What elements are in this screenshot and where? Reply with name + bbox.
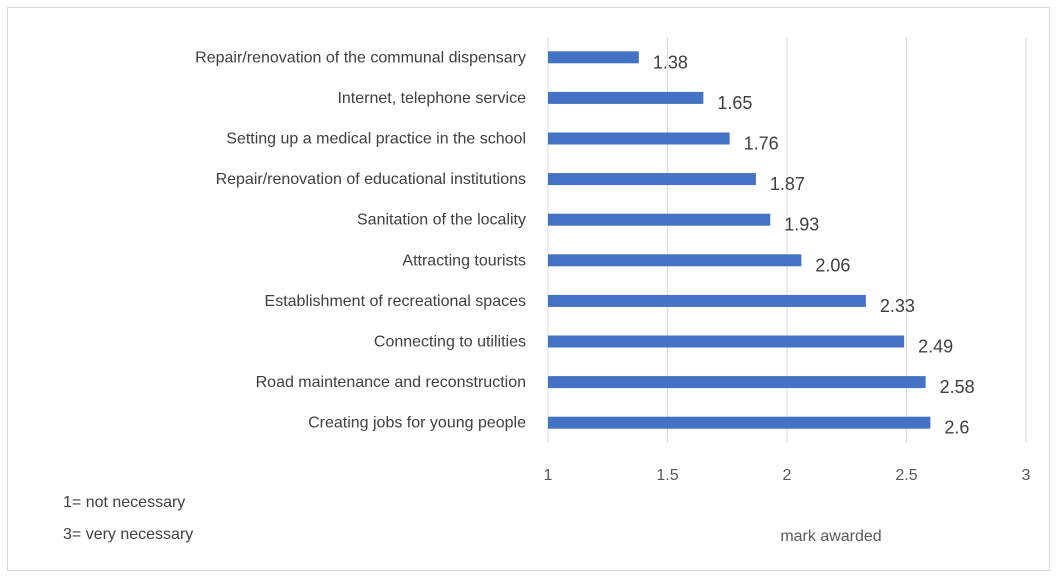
bar bbox=[548, 254, 802, 267]
category-label: Creating jobs for young people bbox=[308, 415, 526, 432]
bar bbox=[548, 132, 730, 145]
value-label: 1.38 bbox=[653, 52, 688, 72]
bars bbox=[548, 51, 931, 429]
x-tick-label: 2.5 bbox=[895, 467, 917, 484]
value-label: 1.93 bbox=[784, 215, 819, 235]
value-label: 1.65 bbox=[717, 93, 752, 113]
x-tick-label: 3 bbox=[1022, 467, 1031, 484]
category-label: Road maintenance and reconstruction bbox=[256, 374, 526, 391]
bar bbox=[548, 376, 926, 389]
x-tick-label: 1.5 bbox=[656, 467, 678, 484]
x-tick-label: 2 bbox=[783, 467, 792, 484]
value-label: 2.6 bbox=[944, 418, 969, 438]
grid-lines bbox=[547, 37, 1027, 443]
category-label: Repair/renovation of the communal dispen… bbox=[195, 49, 526, 66]
category-label: Internet, telephone service bbox=[337, 90, 526, 107]
category-label: Connecting to utilities bbox=[374, 334, 526, 351]
bar bbox=[548, 91, 704, 104]
bar bbox=[548, 294, 866, 307]
category-label: Attracting tourists bbox=[402, 252, 526, 269]
category-label: Setting up a medical practice in the sch… bbox=[226, 131, 526, 148]
category-label: Sanitation of the locality bbox=[357, 212, 526, 229]
category-label: Repair/renovation of educational institu… bbox=[216, 171, 526, 188]
value-label: 2.58 bbox=[940, 377, 975, 397]
bar bbox=[548, 173, 756, 186]
bar bbox=[548, 213, 771, 226]
value-label: 2.06 bbox=[815, 255, 850, 275]
x-tick-label: 1 bbox=[544, 467, 553, 484]
chart-frame bbox=[7, 7, 1050, 571]
value-label: 2.33 bbox=[880, 296, 915, 316]
scale-note-min: 1= not necessary bbox=[63, 494, 186, 511]
value-label: 1.76 bbox=[744, 134, 779, 154]
scale-note-max: 3= very necessary bbox=[63, 526, 194, 543]
value-labels: 1.38 1.65 1.76 1.87 1.93 2.06 2.33 2.49 2.58 2.6 bbox=[653, 52, 975, 437]
x-axis-ticks: 1 1.5 2 2.5 3 bbox=[544, 467, 1031, 484]
value-label: 2.49 bbox=[918, 337, 953, 357]
x-axis-title: mark awarded bbox=[780, 528, 881, 545]
category-labels: Repair/renovation of the communal dispen… bbox=[195, 49, 526, 431]
bar bbox=[548, 335, 905, 348]
value-label: 1.87 bbox=[770, 174, 805, 194]
bar bbox=[548, 51, 639, 64]
category-label: Establishment of recreational spaces bbox=[265, 293, 526, 310]
bar bbox=[548, 416, 931, 429]
